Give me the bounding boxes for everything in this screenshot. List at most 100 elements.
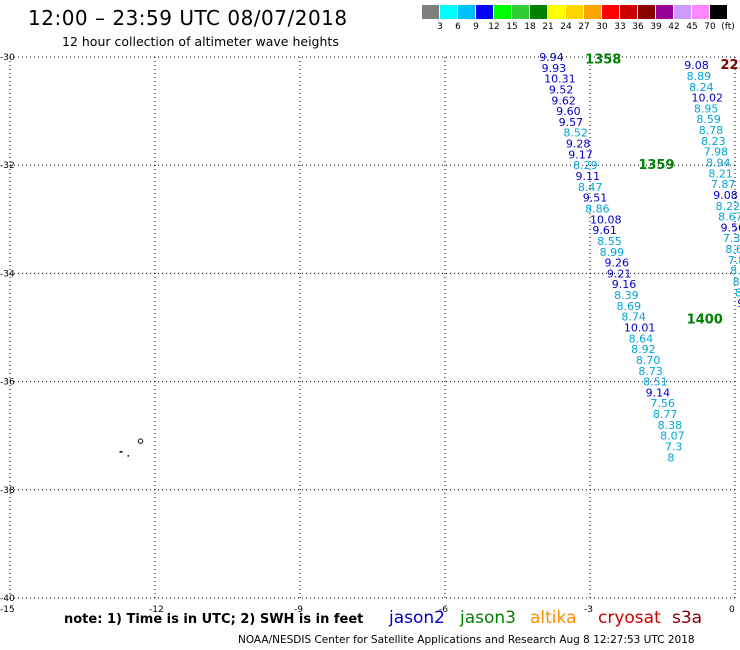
wave-height-value: 8.21	[708, 167, 733, 180]
satellite-label-cryosat: cryosat	[598, 608, 661, 628]
wave-height-value: 8.	[733, 276, 740, 289]
pass-time-label: 1359	[638, 158, 674, 173]
legend-swatch	[692, 5, 709, 19]
island-outline	[119, 438, 144, 457]
legend-swatch	[638, 5, 655, 19]
legend-label: 27	[578, 22, 590, 32]
legend-label: 33	[614, 22, 626, 32]
legend-swatch	[476, 5, 493, 19]
wave-height-value: 9.26	[605, 257, 630, 270]
islet-shape	[127, 455, 129, 457]
legend-label: 45	[686, 22, 698, 32]
lon-tick-label: -3	[584, 605, 593, 615]
wave-height-value: 8.86	[585, 202, 610, 215]
wave-height-value: 7.98	[704, 146, 729, 159]
satellite-label-s3a: s3a	[672, 608, 703, 628]
legend-swatch	[656, 5, 673, 19]
lat-tick-label: -38	[0, 486, 15, 496]
legend-label: 6	[455, 22, 461, 32]
legend-label: 21	[542, 22, 554, 32]
lon-tick-label: -6	[439, 605, 448, 615]
wave-height-value: 9.56	[721, 221, 740, 234]
legend-swatch	[440, 5, 457, 19]
wave-height-value: 10.31	[544, 73, 576, 86]
wave-height-value: 9.52	[549, 83, 574, 96]
lon-tick-label: -9	[294, 605, 303, 615]
wave-height-value: 9.93	[542, 62, 567, 75]
pass-time-label: 1400	[687, 312, 723, 327]
wave-height-value: 8.77	[653, 408, 678, 421]
wave-height-value: 9.57	[559, 116, 584, 129]
legend-label: 18	[524, 22, 536, 32]
legend-label: 9	[473, 22, 479, 32]
wave-height-value: 9.14	[646, 386, 671, 399]
legend-swatch	[494, 5, 511, 19]
legend-swatch	[458, 5, 475, 19]
satellite-label-jason2: jason2	[389, 608, 445, 628]
lat-tick-label: -34	[0, 269, 15, 279]
wave-height-value: 8.69	[725, 243, 740, 256]
legend-swatch	[620, 5, 637, 19]
map-title: 12:00 – 23:59 UTC 08/07/2018	[28, 6, 348, 30]
wave-height-value: 8.73	[638, 365, 663, 378]
wave-height-value: 8.92	[631, 343, 656, 356]
wave-height-value: 9	[737, 297, 740, 310]
wave-height-value: 7.87	[711, 178, 736, 191]
wave-height-value: 10.08	[590, 213, 622, 226]
wave-height-value: 8.51	[643, 376, 668, 389]
lat-tick-label: -40	[0, 594, 15, 604]
wave-height-value: 8.69	[617, 300, 642, 313]
wave-height-value: 8.38	[658, 419, 683, 432]
satellite-label-altika: altika	[530, 608, 577, 628]
grid-lines	[9, 56, 736, 599]
wave-height-value: 8	[667, 451, 674, 464]
legend-label: 24	[560, 22, 572, 32]
lon-tick-label: -12	[149, 605, 164, 615]
wave-height-value: 8	[735, 286, 740, 299]
wave-height-value: 8.47	[578, 181, 603, 194]
legend-label: 15	[506, 22, 518, 32]
wave-height-value: 9.28	[566, 138, 591, 151]
axis-ticks: -30-32-34-36-38-40-15 -12 -9 -6 -3 0	[0, 53, 735, 615]
observations: 9.949.9310.319.529.629.609.578.529.289.1…	[539, 51, 740, 464]
wave-height-value: 8.24	[689, 81, 714, 94]
lon-tick-label: -15	[0, 605, 15, 615]
wave-height-value: 8.70	[636, 354, 661, 367]
wave-height-value: 9.08	[684, 59, 709, 72]
legend-swatch	[566, 5, 583, 19]
wave-height-value: 8.55	[597, 235, 622, 248]
legend-swatch	[422, 5, 439, 19]
wave-height-value: 8.64	[629, 332, 654, 345]
legend-label: 42	[668, 22, 680, 32]
legend-swatch	[512, 5, 529, 19]
legend-label: 70	[704, 22, 716, 32]
satellite-label-jason3: jason3	[460, 608, 516, 628]
wave-height-value: 8.9	[730, 265, 740, 278]
wave-height-value: 8.59	[696, 113, 721, 126]
map-subtitle: 12 hour collection of altimeter wave hei…	[62, 34, 339, 49]
legend-swatch	[710, 5, 727, 19]
island-shape	[137, 438, 144, 444]
wave-height-value: 8.95	[694, 102, 719, 115]
legend-label: 3	[437, 22, 443, 32]
wave-height-value: 8.23	[701, 135, 726, 148]
wave-height-value: 9.11	[576, 170, 601, 183]
legend-swatch	[548, 5, 565, 19]
lon-tick-label: 0	[729, 605, 735, 615]
legend-swatch	[602, 5, 619, 19]
wave-height-value: 8.78	[699, 124, 724, 137]
legend-label: 12	[488, 22, 500, 32]
wave-height-value: 7.82	[728, 254, 740, 267]
wave-height-value: 8.39	[614, 289, 639, 302]
legend-swatch	[674, 5, 691, 19]
wave-height-value: 7.56	[650, 397, 675, 410]
wave-height-value: 9.08	[713, 189, 738, 202]
wave-height-value: 9.94	[539, 51, 564, 64]
wave-height-value: 10.01	[624, 322, 656, 335]
wave-height-value: 9.16	[612, 278, 637, 291]
wave-height-value: 7.3	[665, 441, 683, 454]
pass-times: 1358135914002226222	[585, 53, 740, 328]
legend-label: 36	[632, 22, 644, 32]
